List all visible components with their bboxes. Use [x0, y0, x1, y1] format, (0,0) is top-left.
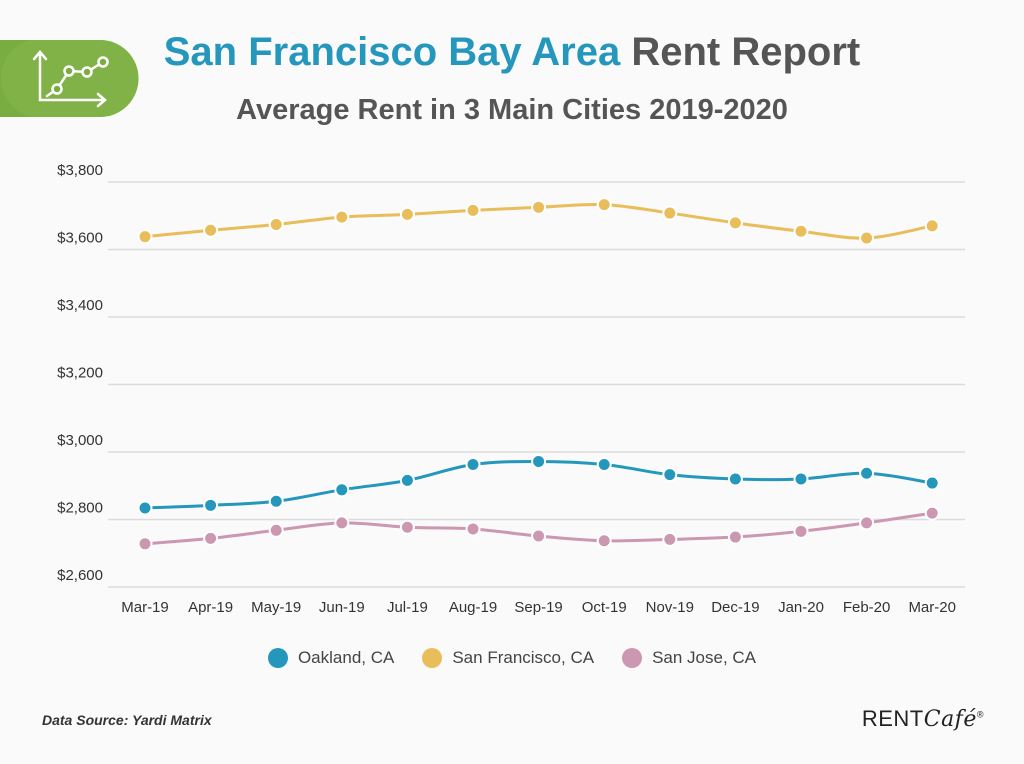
legend: Oakland, CA San Francisco, CA San Jose, …: [0, 648, 1024, 668]
data-point: [203, 530, 219, 546]
y-tick-label: $3,400: [57, 297, 103, 314]
legend-swatch: [422, 648, 443, 668]
x-tick-label: Sep-19: [514, 599, 562, 616]
data-point: [334, 209, 350, 225]
data-point: [924, 505, 940, 521]
data-point: [203, 497, 219, 513]
data-source: Data Source: Yardi Matrix: [42, 712, 212, 728]
data-point: [137, 500, 153, 516]
data-point: [531, 528, 547, 544]
data-point: [137, 536, 153, 552]
data-point: [727, 215, 743, 231]
rentcafe-logo: RENTCafé®: [862, 706, 984, 732]
x-tick-label: Feb-20: [843, 599, 891, 616]
data-point: [334, 482, 350, 498]
legend-label: San Jose, CA: [652, 648, 757, 667]
line-chart-icon: [0, 40, 139, 117]
data-point: [793, 471, 809, 487]
data-point: [334, 515, 350, 531]
legend-item-san-jose: San Jose, CA: [622, 648, 756, 668]
data-point: [531, 453, 547, 469]
brand-mark: ®: [976, 709, 984, 720]
data-point: [203, 222, 219, 238]
x-tick-label: Jul-19: [387, 599, 428, 616]
x-tick-label: Apr-19: [188, 599, 233, 616]
data-point: [465, 202, 481, 218]
data-point: [662, 467, 678, 483]
x-tick-label: Mar-19: [121, 599, 169, 616]
legend-item-oakland: Oakland, CA: [267, 648, 395, 668]
data-point: [859, 465, 875, 481]
data-point: [465, 456, 481, 472]
data-point: [137, 229, 153, 245]
data-point: [268, 217, 284, 233]
x-tick-label: Dec-19: [711, 599, 759, 616]
x-tick-label: Nov-19: [646, 599, 694, 616]
data-point: [859, 230, 875, 246]
brand-main: RENT: [861, 706, 924, 731]
data-point: [399, 519, 415, 535]
legend-item-san-francisco: San Francisco, CA: [422, 648, 594, 668]
page-title: San Francisco Bay Area Rent Report: [0, 30, 1024, 75]
data-point: [727, 529, 743, 545]
data-point: [859, 515, 875, 531]
data-point: [662, 205, 678, 221]
x-tick-label: Jun-19: [319, 599, 365, 616]
data-point: [268, 493, 284, 509]
y-tick-label: $2,600: [57, 567, 103, 584]
data-point: [531, 199, 547, 215]
chart-subtitle: Average Rent in 3 Main Cities 2019-2020: [236, 94, 788, 126]
data-point: [596, 456, 612, 472]
data-point: [662, 531, 678, 547]
x-tick-label: Mar-20: [908, 599, 956, 616]
data-point: [399, 206, 415, 222]
data-point: [793, 523, 809, 539]
data-point: [399, 472, 415, 488]
legend-label: San Francisco, CA: [452, 648, 595, 667]
data-point: [268, 522, 284, 538]
data-point: [793, 223, 809, 239]
y-tick-label: $2,800: [57, 500, 103, 517]
x-tick-label: May-19: [251, 599, 301, 616]
y-tick-label: $3,000: [57, 432, 103, 449]
legend-swatch: [267, 648, 288, 668]
y-tick-label: $3,800: [57, 162, 103, 179]
x-tick-label: Oct-19: [582, 599, 627, 616]
data-point: [924, 218, 940, 234]
title-accent: San Francisco Bay Area: [163, 30, 621, 74]
legend-swatch: [622, 648, 643, 668]
legend-label: Oakland, CA: [297, 648, 395, 667]
y-tick-label: $3,600: [57, 230, 103, 247]
data-point: [596, 197, 612, 213]
brand-italic: Café: [923, 707, 977, 732]
x-tick-label: Aug-19: [449, 599, 497, 616]
data-point: [596, 533, 612, 549]
title-rest: Rent Report: [620, 30, 861, 74]
data-point: [924, 475, 940, 491]
x-tick-label: Jan-20: [778, 599, 824, 616]
data-point: [465, 521, 481, 537]
data-point: [727, 471, 743, 487]
y-tick-label: $3,200: [57, 365, 103, 382]
